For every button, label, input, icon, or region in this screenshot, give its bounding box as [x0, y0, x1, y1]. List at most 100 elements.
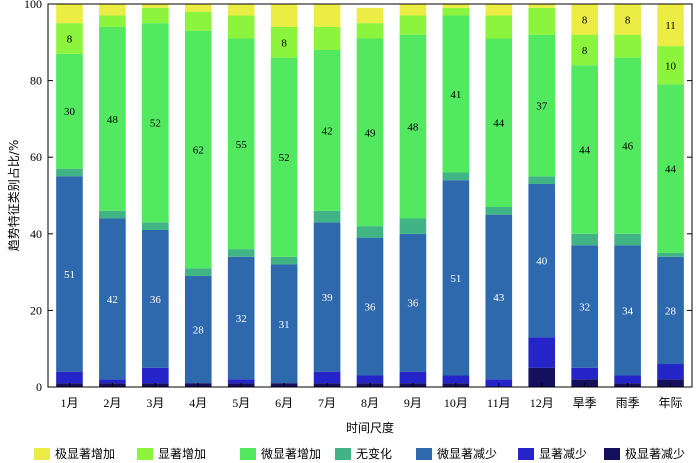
data-label: 8 — [67, 33, 73, 45]
bar-segment — [571, 34, 598, 66]
bar-segment — [142, 229, 169, 368]
bar-segment — [399, 15, 427, 35]
bar-segment — [528, 7, 556, 35]
data-label: 43 — [493, 292, 505, 304]
x-tick-label: 7月 — [318, 396, 336, 410]
bar-segment — [657, 4, 684, 47]
bar-segment — [571, 245, 598, 368]
bar-segment — [184, 30, 212, 269]
legend: 极显著增加 显著增加 微显著增加 无变化 微显著减少 显著减少 极显著减少 — [34, 446, 685, 461]
bar-segment — [227, 379, 255, 384]
bar-segment — [99, 26, 126, 211]
data-label: 44 — [493, 118, 505, 130]
bar-segment — [399, 218, 427, 234]
bar-segment — [56, 371, 83, 384]
bars-layer — [56, 4, 684, 387]
data-label: 49 — [365, 127, 377, 139]
bar-segment — [99, 379, 126, 384]
data-label: 28 — [665, 305, 677, 317]
x-tick-label: 5月 — [232, 396, 250, 410]
bar-segment — [99, 210, 126, 219]
bar-segment — [184, 275, 212, 384]
bar-segment — [399, 233, 427, 372]
legend-label: 微显著减少 — [437, 447, 497, 461]
bar-segment — [399, 371, 427, 384]
bar-segment — [442, 180, 470, 376]
legend-label: 极显著减少 — [625, 447, 685, 461]
bar-segment — [142, 7, 169, 24]
bar-segment — [657, 84, 684, 253]
bar-segment — [442, 15, 470, 173]
x-ticks: 1月 2月 3月 4月 5月 6月 7月 8月 9月 10月 11月 12月 旱季 雨季 年际 — [60, 383, 683, 410]
bar-segment — [399, 34, 427, 219]
data-label: 36 — [407, 298, 419, 310]
x-tick-label: 9月 — [404, 396, 422, 410]
x-tick-label: 旱季 — [573, 396, 597, 410]
data-label: 44 — [665, 164, 677, 176]
bar-segment — [614, 245, 641, 376]
legend-swatch — [604, 448, 620, 460]
x-axis-title: 时间尺度 — [346, 420, 394, 435]
bar-segment — [614, 34, 641, 58]
bar-segment — [227, 249, 255, 257]
bar-segment — [142, 222, 169, 230]
legend-swatch — [240, 448, 256, 460]
bar-segment — [56, 53, 83, 169]
bar-segment — [142, 4, 169, 8]
bar-segment — [184, 268, 212, 276]
bar-segment — [571, 233, 598, 246]
data-label: 42 — [322, 125, 333, 137]
bar-segment — [528, 34, 556, 177]
bar-segment — [99, 4, 126, 16]
data-label: 34 — [622, 305, 634, 317]
bar-segment — [356, 7, 384, 24]
bar-segment — [528, 176, 556, 185]
bar-segment — [313, 210, 341, 223]
bar-segment — [571, 367, 598, 380]
data-label: 42 — [107, 294, 118, 306]
bar-segment — [313, 222, 341, 372]
bar-segment — [614, 375, 641, 384]
bar-segment — [227, 256, 255, 380]
data-label: 51 — [64, 269, 75, 281]
bar-segment — [356, 237, 384, 376]
bar-segment — [528, 367, 556, 387]
bar-segment — [614, 233, 641, 246]
bar-segment — [270, 4, 298, 27]
bar-segment — [356, 226, 384, 238]
x-tick-label: 3月 — [146, 396, 164, 410]
data-label: 55 — [236, 139, 248, 151]
data-label: 37 — [536, 100, 548, 112]
bar-segment — [657, 364, 684, 380]
legend-label: 微显著增加 — [261, 447, 321, 461]
legend-swatch — [137, 448, 153, 460]
y-tick-label: 100 — [24, 0, 42, 11]
legend-swatch — [416, 448, 432, 460]
data-label: 52 — [279, 152, 290, 164]
bar-segment — [270, 264, 298, 384]
bar-segment — [313, 4, 341, 27]
bar-segment — [56, 4, 83, 24]
y-axis-title: 趋势特征类别占比/% — [6, 140, 21, 251]
bar-segment — [657, 46, 684, 85]
data-labels-layer: 51 30 8 42 48 36 52 28 62 32 55 31 52 8 39 42 36 49 36 48 51… — [64, 14, 677, 336]
data-label: 36 — [150, 294, 162, 306]
bar-segment — [270, 256, 298, 265]
bar-segment — [56, 23, 83, 54]
legend-label: 显著增加 — [158, 447, 206, 461]
legend-label: 无变化 — [356, 446, 392, 461]
bar-segment — [571, 4, 598, 35]
x-tick-label: 年际 — [659, 396, 683, 410]
data-label: 41 — [450, 89, 461, 101]
data-label: 8 — [281, 37, 287, 49]
data-label: 36 — [365, 302, 377, 314]
x-tick-label: 4月 — [189, 396, 207, 410]
legend-swatch — [335, 448, 351, 460]
bar-segment — [313, 26, 341, 50]
bar-segment — [184, 11, 212, 31]
x-tick-label: 雨季 — [616, 396, 640, 410]
data-label: 48 — [107, 114, 119, 126]
bar-segment — [227, 38, 255, 250]
data-label: 10 — [665, 60, 677, 72]
